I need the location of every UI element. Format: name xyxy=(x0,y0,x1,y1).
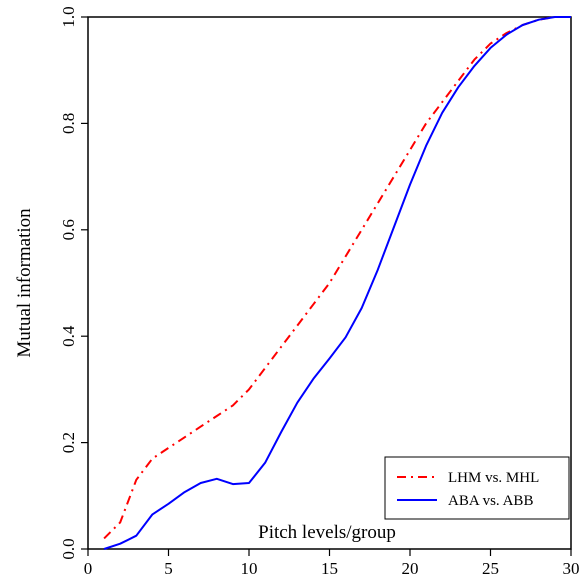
series-line-0 xyxy=(103,16,556,540)
x-tick-label: 30 xyxy=(563,559,580,578)
y-tick-label: 0.4 xyxy=(59,325,78,347)
y-tick-label: 0.0 xyxy=(59,538,78,559)
series-lines xyxy=(103,16,571,550)
x-tick-label: 15 xyxy=(321,559,338,578)
y-tick-label: 0.8 xyxy=(59,113,78,134)
x-axis: 0 5 10 15 20 25 30 xyxy=(84,549,580,578)
legend-label-aba: ABA vs. ABB xyxy=(448,493,533,509)
y-axis-title: Mutual information xyxy=(14,208,35,358)
y-tick-label: 0.2 xyxy=(59,432,78,453)
x-tick-label: 20 xyxy=(402,559,419,578)
x-tick-label: 5 xyxy=(164,559,173,578)
x-tick-label: 25 xyxy=(482,559,499,578)
y-axis: 0.0 0.2 0.4 0.6 0.8 1.0 xyxy=(59,6,88,560)
x-tick-label: 0 xyxy=(84,559,93,578)
legend: LHM vs. MHL ABA vs. ABB xyxy=(384,456,570,520)
y-tick-label: 0.6 xyxy=(59,219,78,240)
x-tick-label: 10 xyxy=(241,559,258,578)
legend-box xyxy=(384,456,570,520)
x-axis-title: Pitch levels/group xyxy=(258,522,396,543)
y-tick-label: 1.0 xyxy=(59,6,78,27)
series-line-1 xyxy=(103,16,571,550)
legend-label-lhm: LHM vs. MHL xyxy=(448,470,539,486)
